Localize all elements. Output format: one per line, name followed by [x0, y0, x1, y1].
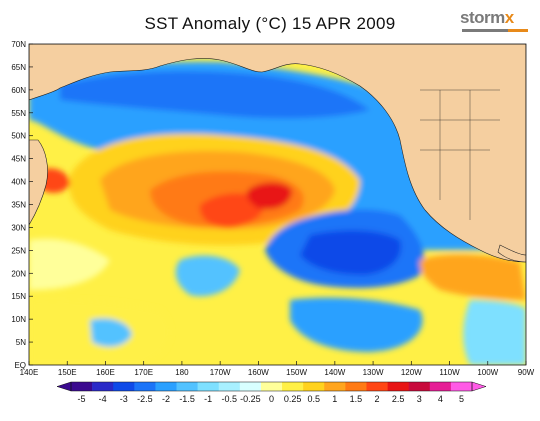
- colorbar-segment: [197, 382, 220, 391]
- lat-label: 20N: [11, 269, 26, 278]
- colorbar-segment: [218, 382, 241, 391]
- colorbar-label: -1: [204, 394, 212, 404]
- lon-axis: 140E 150E 160E 170E 180 170W 160W 150W 140W 130W 1…: [20, 361, 535, 377]
- colorbar-label: -0.5: [222, 394, 238, 404]
- colorbar-segment: [92, 382, 114, 391]
- colorbar-label: 0.5: [307, 394, 320, 404]
- lon-label: 160E: [96, 368, 115, 377]
- anomaly-shading: [29, 61, 526, 365]
- colorbar-label: 4: [438, 394, 443, 404]
- lat-label: 25N: [11, 246, 26, 255]
- lat-label: 35N: [11, 201, 26, 210]
- cold-patch-east-pacific: [463, 300, 526, 365]
- map-title: SST Anomaly (°C) 15 APR 2009: [144, 14, 396, 33]
- lon-label: 100W: [477, 368, 498, 377]
- lat-label: 10N: [11, 315, 26, 324]
- colorbar-segment: [155, 382, 177, 391]
- land-japan: [29, 139, 48, 226]
- logo-accent: x: [504, 8, 514, 27]
- tropical-cold-patch-2: [290, 297, 423, 352]
- land: [29, 44, 526, 263]
- lon-label: 130W: [363, 368, 384, 377]
- logo-main: storm: [460, 8, 505, 27]
- lon-label: 120W: [401, 368, 422, 377]
- lat-label: 65N: [11, 63, 26, 72]
- colorbar-label: -2.5: [137, 394, 153, 404]
- lat-label: 5N: [16, 338, 26, 347]
- colorbar-label: -0.25: [240, 394, 261, 404]
- colorbar-segment: [429, 382, 452, 391]
- colorbar-segment: [176, 382, 198, 391]
- tropical-cold-patch-3: [90, 318, 132, 347]
- colorbar-segment: [239, 382, 262, 391]
- logo-wordmark: stormx: [460, 8, 514, 28]
- lat-label: EQ: [14, 361, 26, 370]
- cold-tongue-core: [300, 230, 401, 275]
- lat-label: 45N: [11, 155, 26, 164]
- lat-label: 60N: [11, 86, 26, 95]
- colorbar-segment: [303, 382, 325, 391]
- colorbar-label: -5: [78, 394, 86, 404]
- colorbar-max-arrow: [471, 381, 487, 392]
- colorbar-segment: [282, 382, 304, 391]
- colorbar-label: 3: [417, 394, 422, 404]
- warm-core-2: [246, 182, 292, 210]
- state-borders: [420, 89, 500, 220]
- colorbar-label: 2.5: [392, 394, 405, 404]
- warm-patch-mexico: [419, 254, 526, 300]
- colorbar-label: 5: [459, 394, 464, 404]
- lon-label: 160W: [248, 368, 269, 377]
- colorbar-segment: [71, 382, 93, 391]
- lon-label: 110W: [439, 368, 460, 377]
- colorbar-segment: [113, 382, 135, 391]
- colorbar-label: 1.5: [350, 394, 363, 404]
- colorbar-segment: [324, 382, 346, 391]
- colorbar-label: -2: [162, 394, 170, 404]
- tropical-cold-patch-1: [175, 255, 240, 297]
- lat-label: 70N: [11, 40, 26, 49]
- colorbar-segment: [366, 382, 388, 391]
- lon-label: 140E: [20, 368, 39, 377]
- lon-label: 150E: [58, 368, 77, 377]
- colorbar-label: 2: [375, 394, 380, 404]
- lat-label: 50N: [11, 132, 26, 141]
- colorbar-segment: [387, 382, 409, 391]
- colorbar-label: 1: [332, 394, 337, 404]
- colorbar-segment: [134, 382, 156, 391]
- lat-label: 40N: [11, 178, 26, 187]
- lon-label: 170W: [210, 368, 231, 377]
- colorbar-label: -1.5: [179, 394, 195, 404]
- colorbar: -5 -4 -3 -2.5 -2 -1.5 -1 -0.5 -0.25 0 0.25 0.5 1 1.5 2…: [56, 381, 487, 404]
- colorbar-segment: [345, 382, 367, 391]
- colorbar-segment: [450, 382, 473, 391]
- colorbar-min-arrow: [56, 381, 72, 392]
- lon-label: 180: [175, 368, 189, 377]
- warm-core-1: [199, 193, 265, 228]
- land-north-america-asia: [29, 44, 526, 263]
- colorbar-segment: [260, 382, 283, 391]
- lat-label: 15N: [11, 292, 26, 301]
- anomaly-field: [29, 44, 526, 365]
- lat-label: 55N: [11, 109, 26, 118]
- tropical-patch-west: [29, 238, 110, 290]
- stormx-logo: stormx: [460, 6, 532, 34]
- colorbar-label: -3: [120, 394, 128, 404]
- colorbar-label: -4: [99, 394, 107, 404]
- logo-underline: [462, 29, 528, 32]
- cold-core-aleutian: [60, 71, 370, 119]
- colorbar-label: 0: [269, 394, 274, 404]
- lat-label: 30N: [11, 223, 26, 232]
- colorbar-frame: [70, 381, 473, 392]
- land-baja: [497, 244, 526, 263]
- colorbar-label: 0.25: [284, 394, 302, 404]
- lon-label: 170E: [134, 368, 153, 377]
- lon-label: 140W: [324, 368, 345, 377]
- lon-label: 90W: [518, 368, 535, 377]
- colorbar-segment: [408, 382, 431, 391]
- lon-label: 150W: [286, 368, 307, 377]
- lat-axis: EQ 5N 10N 15N 20N 25N 30N 35N 40N 45N 50N 55N 60N 65N…: [11, 40, 33, 370]
